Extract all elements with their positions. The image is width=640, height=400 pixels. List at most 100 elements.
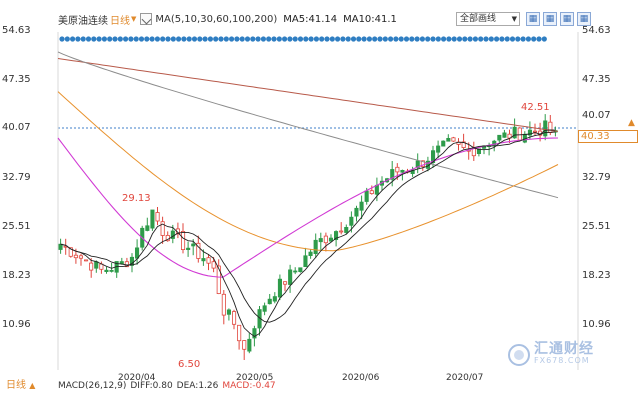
- high-annotation-left: 29.13: [122, 193, 151, 204]
- event-dot: [430, 36, 436, 42]
- period-selector[interactable]: 日线: [110, 15, 130, 27]
- chart-header: 美原油连续 日线 ▼ MA(5,10,30,60,100,200) MA5:41…: [0, 0, 640, 32]
- event-dot: [160, 36, 166, 42]
- symbol-label: 美原油连续: [58, 15, 108, 27]
- event-dot: [101, 36, 107, 42]
- footer-period-selector[interactable]: 日线 ▲: [6, 376, 35, 391]
- candle-body: [548, 121, 553, 133]
- event-dot: [446, 36, 452, 42]
- event-dot: [276, 36, 282, 42]
- event-dot: [218, 36, 224, 42]
- candle-body: [84, 259, 89, 262]
- event-dot: [361, 36, 367, 42]
- candle-body: [303, 255, 308, 268]
- candle-body: [282, 281, 288, 285]
- event-dot: [85, 36, 92, 42]
- candle-body: [247, 338, 252, 352]
- candle-body: [333, 231, 339, 241]
- event-dot: [419, 36, 425, 42]
- zoom-in-icon[interactable]: ▦: [526, 12, 540, 26]
- candle-body: [129, 256, 135, 266]
- refresh-icon[interactable]: ▦: [560, 12, 574, 26]
- candle-body: [160, 221, 165, 236]
- event-dot: [313, 36, 319, 42]
- event-dot: [64, 36, 70, 42]
- event-dot: [255, 36, 261, 42]
- candle-body: [517, 127, 522, 141]
- event-dot: [409, 36, 415, 42]
- candle-body: [461, 141, 466, 148]
- candle-body: [170, 230, 175, 239]
- candle-body: [446, 137, 451, 142]
- candle-body: [369, 190, 374, 194]
- chevron-down-icon[interactable]: ▼: [131, 15, 137, 23]
- chevron-up-icon: ▲: [29, 381, 36, 390]
- candle-body: [94, 261, 99, 269]
- candle-body: [89, 262, 94, 271]
- macd-params: MACD(26,12,9): [58, 381, 127, 391]
- candle-body: [109, 269, 114, 272]
- event-dot: [234, 36, 240, 42]
- x-tick-label: 2020/05: [236, 373, 274, 383]
- candle-body: [400, 169, 405, 173]
- event-dot: [509, 36, 516, 42]
- event-dot: [462, 36, 468, 42]
- event-dot: [377, 36, 383, 42]
- candle-body: [186, 247, 191, 250]
- drawing-filter-select[interactable]: 全部画线 ▼: [456, 12, 520, 26]
- event-dot: [197, 36, 203, 42]
- candle-body: [323, 235, 328, 244]
- event-dot: [107, 36, 113, 42]
- low-annotation: 6.50: [178, 359, 200, 370]
- high-annotation-right: 42.51: [521, 102, 550, 113]
- candle-body: [364, 190, 369, 202]
- event-dot: [91, 36, 97, 42]
- fullscreen-icon[interactable]: ▦: [577, 12, 591, 26]
- x-tick-label: 2020/07: [446, 373, 484, 383]
- ma-params-label: MA(5,10,30,60,100,200): [155, 13, 278, 25]
- candle-body: [262, 305, 267, 312]
- candle-body: [288, 269, 293, 285]
- candle-body: [277, 278, 282, 298]
- candle-body: [318, 238, 323, 243]
- candle-body: [436, 145, 441, 153]
- fx678-logo-icon: [508, 344, 530, 366]
- candle-body: [430, 150, 436, 163]
- x-tick-label: 2020/06: [342, 373, 380, 383]
- event-dot: [467, 36, 473, 42]
- candle-body: [476, 148, 481, 154]
- zoom-out-icon[interactable]: ▦: [543, 12, 557, 26]
- event-dot: [398, 36, 404, 42]
- event-dot: [340, 36, 346, 42]
- y-tick-left: 40.07: [2, 122, 31, 133]
- candle-body: [308, 251, 313, 257]
- candle-body: [216, 265, 221, 295]
- event-dot: [303, 36, 309, 42]
- event-dot: [388, 36, 394, 42]
- candle-body: [512, 126, 517, 139]
- ma5-value: MA5:41.14: [283, 13, 338, 25]
- ma60-line: [57, 91, 559, 252]
- watermark-logo: 汇通财经 FX678.COM: [508, 342, 594, 367]
- event-dot: [213, 36, 219, 42]
- event-dot: [244, 36, 251, 42]
- macd-dea: DEA:1.26: [176, 381, 219, 391]
- event-dot: [414, 36, 420, 42]
- candle-body: [150, 209, 155, 229]
- candle-body: [242, 340, 247, 350]
- candle-body: [497, 134, 502, 141]
- event-dot: [75, 36, 81, 42]
- macd-diff: DIFF:0.80: [130, 381, 173, 391]
- event-dot: [176, 36, 182, 42]
- event-dot: [329, 36, 335, 42]
- event-dot: [478, 36, 484, 42]
- candle-body: [201, 258, 206, 262]
- candle-body: [104, 269, 109, 273]
- candle-body: [471, 148, 476, 157]
- event-dot: [266, 36, 272, 42]
- indicator-settings-icon[interactable]: [140, 13, 153, 25]
- event-dot: [229, 36, 235, 42]
- ma10-line: [60, 131, 556, 323]
- candle-body: [119, 261, 124, 265]
